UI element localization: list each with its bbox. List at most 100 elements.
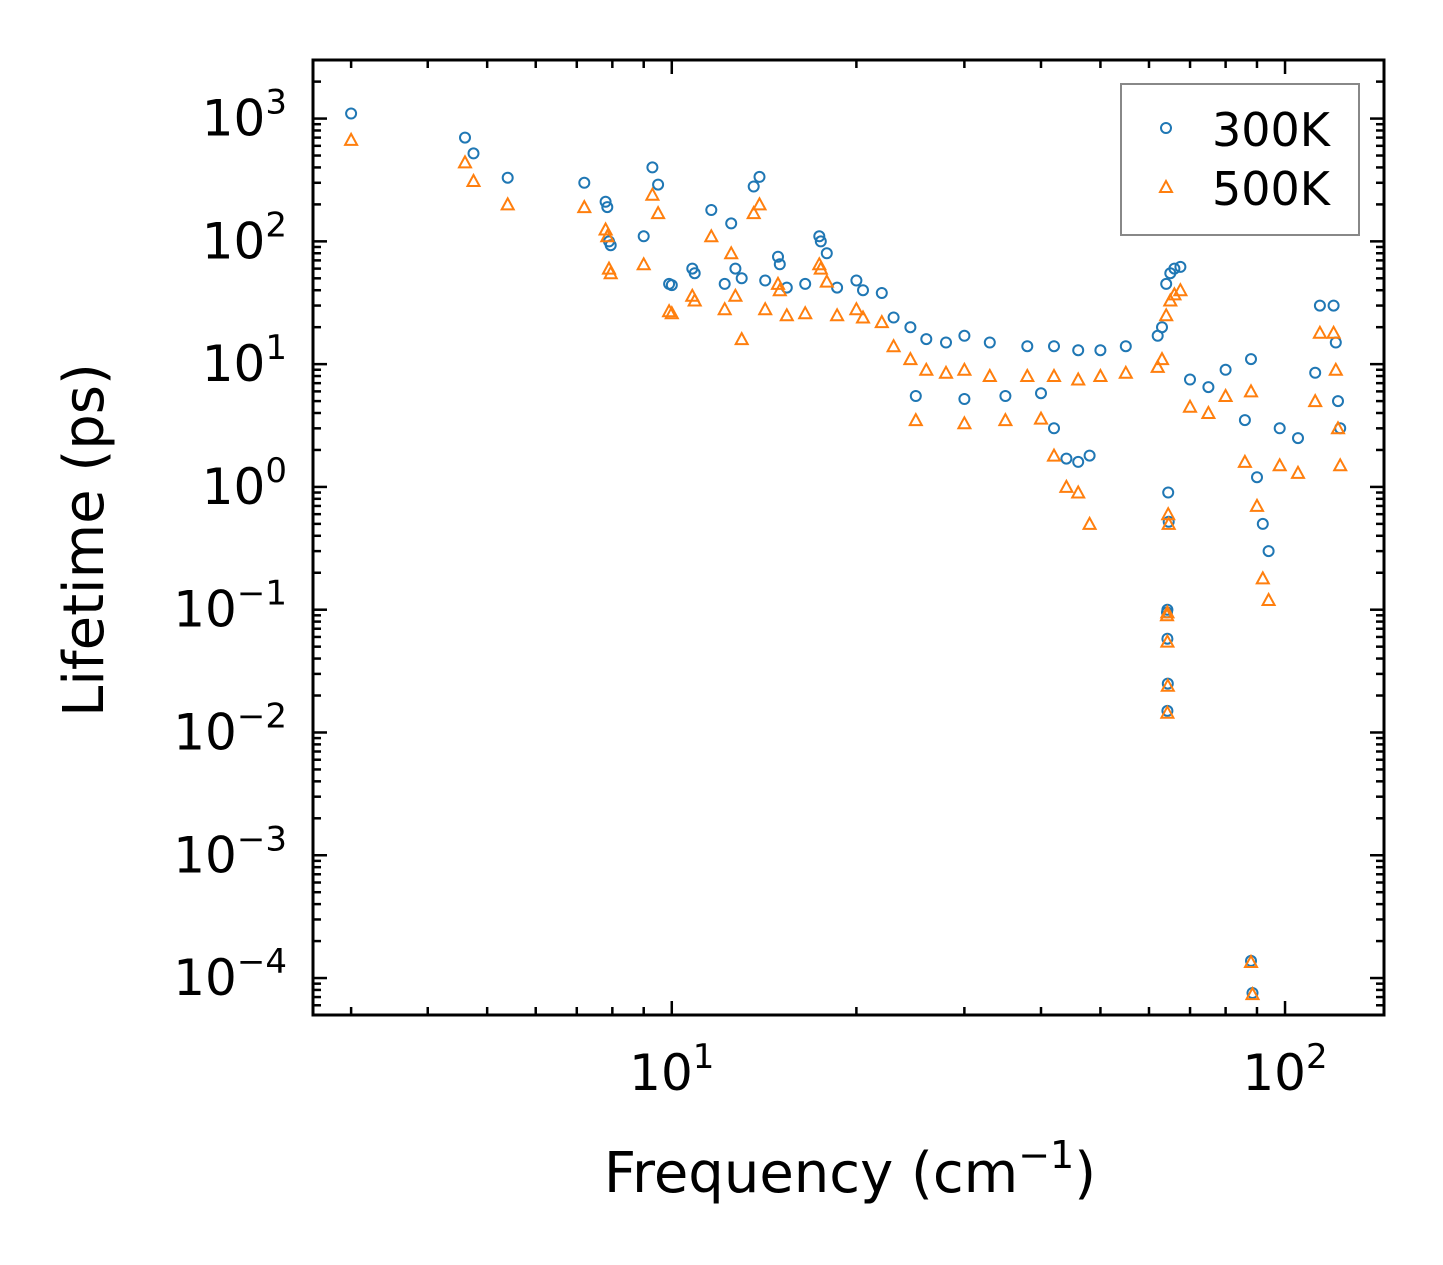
data-point-300k-27 [799,277,812,290]
data-point-500k-3 [500,196,516,211]
data-point-500k-75 [1244,986,1261,1001]
x-tick-label: 101 [629,1037,714,1102]
data-point-300k-29 [814,235,827,248]
data-point-500k-18 [723,245,739,260]
data-point-500k-74 [1243,953,1259,968]
y-tick-label: 101 [202,328,287,393]
data-point-500k-8 [603,265,619,280]
data-point-300k-77 [1273,422,1286,435]
data-point-300k-43 [1072,344,1085,357]
data-point-500k-4 [576,199,592,214]
data-point-500k-59 [1081,515,1098,530]
data-point-300k-79 [1309,366,1322,379]
data-point-500k-44 [1092,367,1109,382]
data-point-300k-34 [875,287,888,299]
data-point-500k-62 [1159,604,1176,619]
plot-frame [311,58,1386,1017]
legend-label-500k: 500K [1212,162,1332,216]
data-point-500k-53 [956,415,973,430]
data-point-500k-39 [956,361,973,376]
data-point-300k-33 [857,284,869,297]
legend-label-300k: 300K [1212,103,1332,157]
data-point-300k-83 [1332,395,1344,408]
data-point-300k-54 [999,390,1012,402]
data-point-300k-45 [1119,340,1132,353]
data-point-500k-33 [855,309,871,324]
data-point-500k-78 [1290,464,1306,479]
data-point-500k-37 [918,361,934,376]
data-point-300k-56 [1048,422,1060,435]
data-point-500k-20 [734,331,750,346]
data-point-500k-47 [1154,351,1170,366]
data-point-500k-34 [874,314,890,329]
data-point-300k-78 [1292,432,1304,445]
data-point-500k-13 [664,305,680,320]
data-point-500k-32 [848,301,865,316]
data-point-500k-21 [746,205,762,220]
data-point-500k-46 [1150,358,1166,373]
data-point-500k-80 [1312,324,1328,339]
data-point-300k-58 [1072,455,1085,468]
legend: 300K 500K [1120,83,1360,236]
data-point-300k-3 [501,171,514,184]
data-point-500k-51 [1172,282,1189,297]
data-point-300k-36 [904,321,917,334]
y-tick-label: 100 [202,451,287,516]
data-point-500k-55 [1033,410,1049,425]
data-point-300k-68 [1202,381,1215,394]
data-point-500k-9 [636,256,652,271]
data-point-500k-30 [819,273,835,288]
data-point-500k-64 [1159,633,1176,648]
data-point-500k-82 [1328,361,1344,376]
data-point-300k-4 [578,176,591,189]
data-point-500k-65 [1160,677,1176,692]
data-point-300k-53 [958,393,971,405]
data-point-300k-44 [1094,344,1107,357]
data-point-300k-80 [1313,299,1326,312]
data-point-300k-37 [920,333,933,346]
data-point-500k-35 [885,338,902,353]
data-point-500k-38 [938,364,954,379]
data-point-300k-23 [759,274,772,287]
data-point-500k-69 [1217,387,1234,402]
data-point-300k-38 [940,336,952,349]
y-tick-label: 10−3 [173,819,287,884]
data-point-300k-16 [705,204,718,216]
data-point-300k-52 [909,390,922,402]
data-point-300k-20 [735,272,748,285]
x-axis-label: Frequency (cm−1) [604,1133,1096,1206]
legend-marker-300k [1160,122,1172,134]
data-point-500k-26 [779,307,795,322]
data-point-500k-67 [1182,398,1198,413]
data-point-500k-31 [829,307,845,322]
data-point-500k-50 [1166,286,1183,301]
data-point-300k-17 [718,277,731,290]
data-point-300k-48 [1160,277,1173,290]
data-point-500k-36 [902,351,919,366]
data-point-500k-61 [1161,515,1177,530]
data-point-300k-55 [1035,387,1047,400]
data-point-300k-39 [958,329,971,342]
data-point-300k-32 [850,274,863,287]
data-point-500k-43 [1070,371,1086,386]
data-point-300k-18 [725,217,738,230]
data-point-500k-19 [727,287,744,302]
data-point-500k-79 [1307,393,1323,408]
data-point-300k-1 [459,131,471,144]
data-point-500k-54 [997,412,1014,427]
data-point-300k-71 [1251,471,1263,484]
data-point-500k-29 [813,260,829,275]
data-point-300k-40 [983,336,996,349]
data-point-500k-84 [1332,457,1348,472]
data-point-500k-12 [661,303,677,318]
data-point-300k-2 [467,147,480,160]
y-tick-label: 10−1 [173,574,287,639]
data-point-500k-25 [772,282,788,297]
data-point-300k-8 [604,239,617,252]
y-axis-label: Lifetime (ps) [52,363,117,717]
data-point-500k-45 [1118,364,1134,379]
data-point-300k-24 [772,250,784,263]
data-point-500k-58 [1070,484,1086,499]
data-point-500k-57 [1058,478,1075,493]
